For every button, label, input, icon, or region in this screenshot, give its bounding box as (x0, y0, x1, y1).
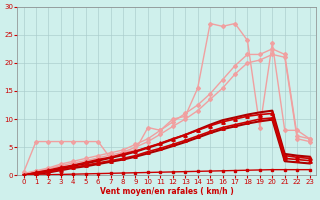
X-axis label: Vent moyen/en rafales ( km/h ): Vent moyen/en rafales ( km/h ) (100, 187, 234, 196)
